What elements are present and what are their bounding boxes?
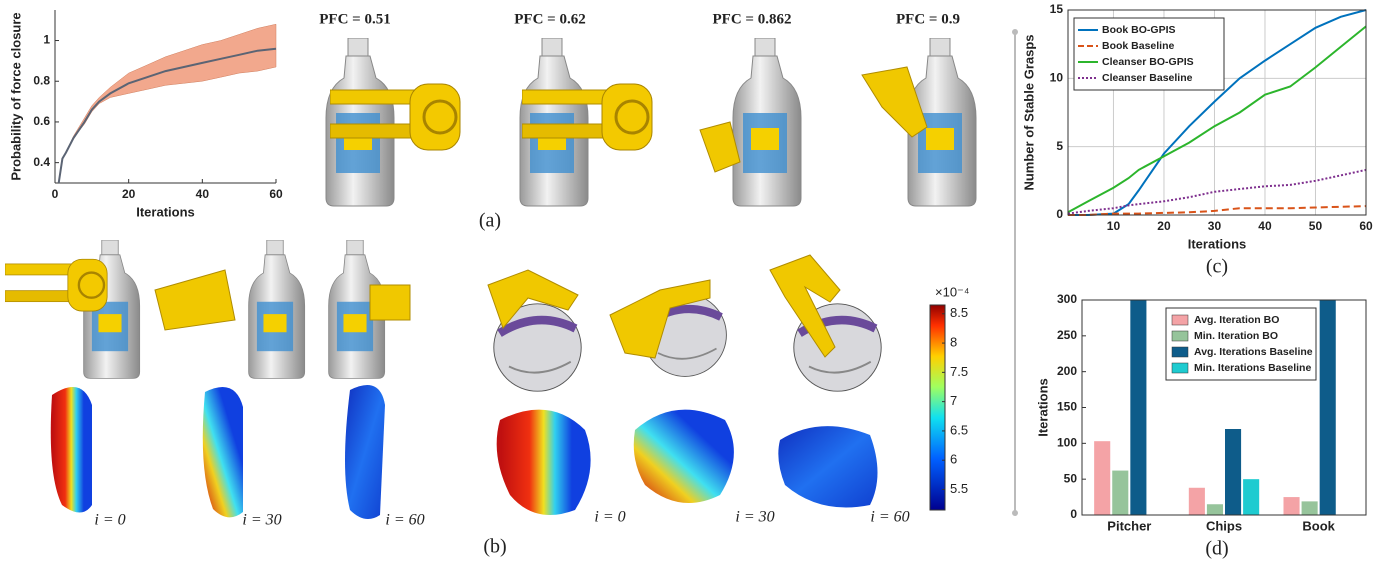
bar <box>1188 487 1205 515</box>
bar <box>1283 497 1300 515</box>
legend-swatch <box>1171 330 1189 342</box>
x-tick-label: Book <box>1302 518 1335 533</box>
bar <box>1225 429 1242 515</box>
pfc-title: PFC = 0.862 <box>713 11 792 27</box>
x-tick-label: 40 <box>196 187 210 201</box>
x-tick-label: 0 <box>52 187 59 201</box>
bar <box>1130 300 1147 515</box>
x-axis-label: Iterations <box>136 204 195 219</box>
panel-label: (d) <box>1205 538 1228 560</box>
y-tick-label: 300 <box>1057 292 1077 306</box>
x-tick-label: 20 <box>1157 219 1171 233</box>
x-tick-label: 10 <box>1107 219 1121 233</box>
legend-label: Cleanser BO-GPIS <box>1102 56 1194 68</box>
x-tick-label: 60 <box>269 187 283 201</box>
panel-label: (c) <box>1206 256 1228 278</box>
series-line <box>1068 205 1367 216</box>
bar <box>1206 504 1223 515</box>
iteration-label: i = 30 <box>242 512 281 529</box>
legend-label: Min. Iteration BO <box>1194 330 1278 342</box>
legend-label: Book BO-GPIS <box>1102 24 1176 36</box>
confidence-band <box>58 23 277 184</box>
legend-box <box>1165 307 1317 381</box>
x-tick-label: Chips <box>1206 518 1242 533</box>
y-axis-label: Iterations <box>1035 378 1050 437</box>
y-axis-label: Probability of force closure <box>8 12 23 180</box>
y-tick-label: 1 <box>43 33 50 47</box>
y-tick-label: 10 <box>1050 71 1064 85</box>
x-tick-label: 20 <box>122 187 136 201</box>
mean-line <box>57 47 277 184</box>
series-line <box>1067 168 1367 215</box>
legend-label: Avg. Iteration BO <box>1194 314 1279 326</box>
bar <box>1094 441 1111 515</box>
y-tick-label: 0.6 <box>33 114 50 128</box>
y-tick-label: 150 <box>1057 400 1077 414</box>
bar <box>1243 479 1260 515</box>
divider-end <box>1012 29 1018 35</box>
panel-label: (a) <box>479 210 501 232</box>
colorbar-tick-label: 8 <box>950 335 957 350</box>
legend-label: Min. Iterations Baseline <box>1194 362 1311 374</box>
x-tick-label: 40 <box>1258 219 1272 233</box>
pfc-title: PFC = 0.62 <box>514 11 585 27</box>
plot-border <box>1067 9 1367 216</box>
plot-border <box>1081 299 1367 516</box>
colorbar-scale: ×10⁻⁴ <box>935 284 970 299</box>
series-line <box>1067 25 1367 214</box>
series-line <box>1068 9 1367 216</box>
iteration-label: i = 0 <box>594 509 625 526</box>
y-tick-label: 15 <box>1050 2 1064 16</box>
y-axis-label: Number of Stable Grasps <box>1021 34 1036 190</box>
legend-box <box>1073 17 1225 91</box>
colorbar-tick-label: 6.5 <box>950 422 968 437</box>
bar <box>1301 501 1318 515</box>
legend-label: Book Baseline <box>1102 40 1175 52</box>
colorbar-tick-label: 5.5 <box>950 481 968 496</box>
pfc-title: PFC = 0.51 <box>319 11 390 27</box>
legend-label: Cleanser Baseline <box>1102 72 1193 84</box>
legend-swatch <box>1171 362 1189 374</box>
grasp-illustrations-b <box>5 240 881 519</box>
y-tick-label: 5 <box>1056 139 1063 153</box>
y-tick-label: 100 <box>1057 436 1077 450</box>
y-tick-label: 0.8 <box>33 73 50 87</box>
legend-label: Avg. Iterations Baseline <box>1194 346 1313 358</box>
colorbar-tick-label: 7.5 <box>950 364 968 379</box>
x-tick-label: 50 <box>1309 219 1323 233</box>
legend-swatch <box>1171 346 1189 358</box>
colorbar-tick-label: 6 <box>950 452 957 467</box>
y-tick-label: 50 <box>1064 471 1078 485</box>
iteration-label: i = 30 <box>735 509 774 526</box>
bar <box>1112 470 1129 515</box>
bar <box>1319 300 1336 515</box>
colorbar-tick-label: 7 <box>950 393 957 408</box>
x-axis-label: Iterations <box>1188 236 1247 251</box>
x-tick-label: 60 <box>1359 219 1373 233</box>
pfc-title: PFC = 0.9 <box>896 11 960 27</box>
y-tick-label: 250 <box>1057 328 1077 342</box>
x-tick-label: Pitcher <box>1107 518 1151 533</box>
y-tick-label: 0 <box>1070 507 1077 521</box>
colorbar-tick-label: 8.5 <box>950 305 968 320</box>
x-tick-label: 30 <box>1208 219 1222 233</box>
y-tick-label: 200 <box>1057 364 1077 378</box>
y-tick-label: 0 <box>1056 207 1063 221</box>
panel-label: (b) <box>483 536 506 558</box>
grasp-illustrations-a <box>325 38 977 207</box>
legend-swatch <box>1171 314 1189 326</box>
iteration-label: i = 0 <box>94 512 125 529</box>
iteration-label: i = 60 <box>385 512 424 529</box>
divider-end <box>1012 510 1018 516</box>
iteration-label: i = 60 <box>870 509 909 526</box>
y-tick-label: 0.4 <box>33 155 50 169</box>
colorbar <box>929 304 946 511</box>
